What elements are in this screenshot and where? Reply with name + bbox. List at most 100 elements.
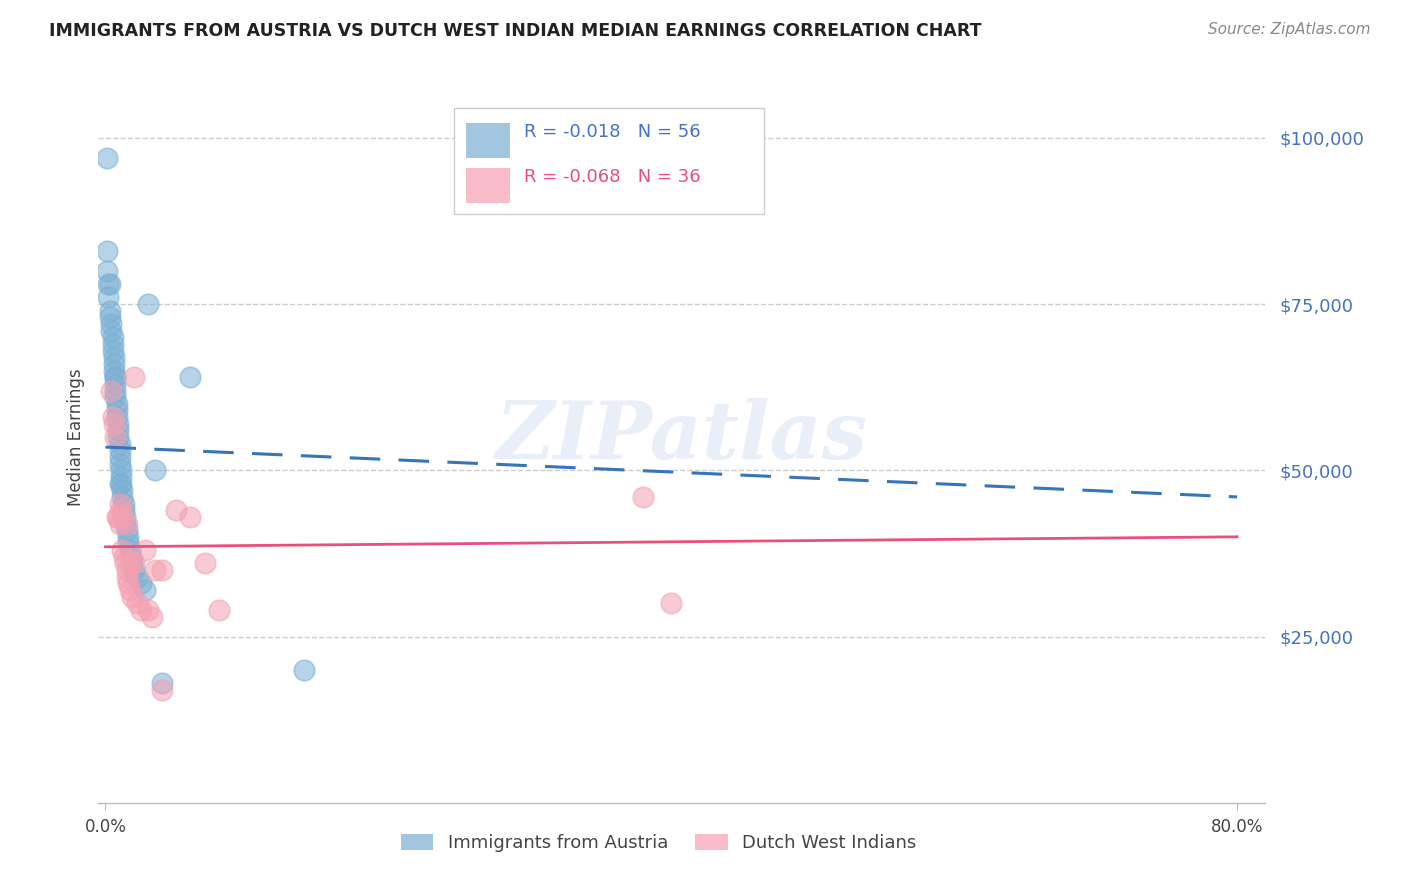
Point (118, 543, 141, 558)
Point (114, 557, 136, 571)
Point (659, 596, 682, 610)
Point (108, 457, 131, 471)
Point (110, 503, 132, 517)
Point (108, 516, 131, 531)
Point (631, 490, 654, 504)
Point (112, 497, 135, 511)
Point (115, 523, 138, 537)
Point (107, 424, 129, 438)
Point (112, 503, 135, 517)
Point (107, 509, 129, 524)
Text: ZIPatlas: ZIPatlas (496, 399, 868, 475)
Point (104, 384, 127, 398)
Point (108, 476, 131, 491)
Point (111, 543, 134, 558)
Point (98, 277, 121, 292)
Point (117, 530, 139, 544)
Point (97, 277, 120, 292)
Point (111, 509, 134, 524)
Point (100, 317, 122, 331)
Point (129, 576, 152, 591)
Legend: Immigrants from Austria, Dutch West Indians: Immigrants from Austria, Dutch West Indi… (394, 827, 924, 860)
Point (134, 582, 156, 597)
Point (111, 483, 134, 498)
FancyBboxPatch shape (454, 108, 763, 214)
Point (118, 582, 141, 597)
Point (104, 370, 127, 384)
Point (100, 324, 122, 338)
Point (115, 570, 138, 584)
Y-axis label: Median Earnings: Median Earnings (66, 368, 84, 506)
Point (179, 509, 201, 524)
Point (134, 543, 156, 558)
Text: IMMIGRANTS FROM AUSTRIA VS DUTCH WEST INDIAN MEDIAN EARNINGS CORRELATION CHART: IMMIGRANTS FROM AUSTRIA VS DUTCH WEST IN… (49, 22, 981, 40)
FancyBboxPatch shape (465, 122, 510, 158)
Point (143, 463, 166, 477)
Point (208, 603, 231, 617)
Point (104, 430, 127, 444)
Text: R = -0.068   N = 36: R = -0.068 N = 36 (524, 169, 702, 186)
Point (104, 370, 127, 384)
Point (292, 663, 315, 677)
Point (101, 337, 124, 351)
Point (108, 436, 131, 450)
Point (150, 676, 173, 690)
Point (114, 509, 136, 524)
Point (143, 563, 166, 577)
Point (96, 244, 118, 258)
Point (103, 417, 125, 431)
Point (105, 403, 128, 417)
Point (122, 557, 145, 571)
Point (125, 596, 148, 610)
Point (100, 384, 122, 398)
Point (136, 603, 159, 617)
Point (108, 497, 131, 511)
Point (115, 516, 138, 531)
Point (110, 476, 132, 491)
Point (193, 557, 215, 571)
Point (112, 549, 135, 564)
Point (110, 470, 132, 484)
Point (122, 370, 145, 384)
Point (125, 570, 148, 584)
Point (96, 264, 118, 278)
Point (96, 151, 118, 165)
Point (107, 417, 129, 431)
Point (105, 397, 128, 411)
Point (98, 310, 121, 325)
Point (110, 463, 132, 477)
Point (105, 410, 128, 425)
Point (117, 536, 139, 550)
Point (121, 557, 143, 571)
Point (108, 450, 131, 464)
Point (101, 410, 124, 425)
Point (98, 303, 121, 318)
Point (122, 563, 145, 577)
Text: Source: ZipAtlas.com: Source: ZipAtlas.com (1208, 22, 1371, 37)
Point (179, 370, 201, 384)
Point (104, 376, 127, 391)
Point (104, 390, 127, 404)
Point (141, 609, 163, 624)
Point (121, 590, 143, 604)
FancyBboxPatch shape (465, 168, 510, 203)
Point (101, 343, 124, 358)
Point (103, 357, 125, 371)
Point (105, 509, 128, 524)
Point (103, 351, 125, 365)
Point (101, 330, 124, 344)
Point (114, 516, 136, 531)
Point (150, 563, 173, 577)
Point (165, 503, 187, 517)
Point (129, 603, 152, 617)
Point (108, 443, 131, 458)
Point (150, 682, 173, 697)
Point (103, 363, 125, 377)
Point (120, 557, 142, 571)
Point (117, 576, 139, 591)
Point (120, 549, 142, 564)
Point (115, 563, 138, 577)
Text: R = -0.018   N = 56: R = -0.018 N = 56 (524, 123, 702, 141)
Point (107, 430, 129, 444)
Point (111, 490, 134, 504)
